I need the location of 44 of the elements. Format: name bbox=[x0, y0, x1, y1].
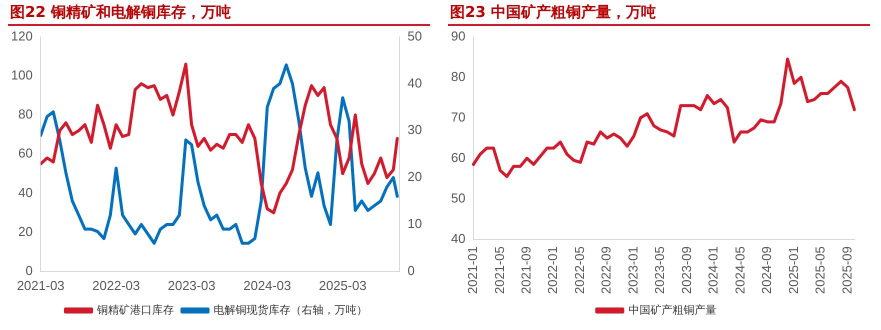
x-tick-label: 2025-01 bbox=[786, 246, 801, 294]
y-tick-label: 80 bbox=[18, 106, 33, 122]
x-tick-label: 2025-05 bbox=[812, 246, 828, 294]
y-tick-label: 80 bbox=[450, 68, 466, 84]
legend-label: 中国矿产粗铜产量 bbox=[628, 303, 716, 316]
x-tick-label: 2025-09 bbox=[839, 246, 854, 294]
y2-tick-label: 30 bbox=[408, 122, 422, 138]
y2-tick-label: 20 bbox=[408, 169, 422, 184]
x-tick-label: 2025-03 bbox=[318, 278, 367, 293]
y2-tick-label: 50 bbox=[408, 28, 422, 44]
x-tick-label: 2024-05 bbox=[732, 246, 748, 294]
chart-title: 图22 铜精矿和电解铜库存，万吨 bbox=[8, 0, 430, 26]
legend-label: 电解铜现货库存（右轴，万吨） bbox=[214, 303, 368, 316]
x-tick-label: 2022-09 bbox=[598, 246, 614, 294]
y-tick-label: 90 bbox=[450, 28, 466, 44]
y-tick-label: 120 bbox=[10, 28, 33, 44]
y-tick-label: 70 bbox=[450, 109, 466, 124]
y-tick-label: 60 bbox=[18, 146, 33, 161]
y-tick-label: 60 bbox=[450, 150, 466, 165]
y-tick-label: 0 bbox=[25, 262, 33, 278]
x-tick-label: 2021-03 bbox=[16, 278, 65, 293]
x-tick-label: 2023-09 bbox=[678, 246, 694, 294]
legend-label: 铜精矿港口库存 bbox=[96, 303, 174, 316]
y-tick-label: 100 bbox=[10, 67, 33, 82]
x-tick-label: 2022-01 bbox=[545, 246, 560, 294]
y-tick-label: 20 bbox=[18, 224, 33, 239]
x-tick-label: 2022-05 bbox=[572, 246, 587, 294]
y2-tick-label: 0 bbox=[408, 262, 415, 278]
x-tick-label: 2021-09 bbox=[518, 246, 534, 294]
x-tick-label: 2021-05 bbox=[492, 246, 507, 294]
x-tick-label: 2023-05 bbox=[652, 246, 668, 294]
x-tick-label: 2021-01 bbox=[465, 246, 480, 294]
x-tick-label: 2023-01 bbox=[625, 246, 640, 294]
x-tick-label: 2024-03 bbox=[243, 278, 292, 293]
y2-tick-label: 10 bbox=[408, 216, 422, 232]
y-tick-label: 40 bbox=[18, 184, 33, 200]
y-tick-label: 50 bbox=[450, 190, 466, 206]
y2-tick-label: 40 bbox=[408, 75, 422, 90]
x-tick-label: 2022-03 bbox=[92, 278, 140, 293]
x-tick-label: 2024-01 bbox=[706, 246, 721, 294]
chart-title: 图23 中国矿产粗铜产量，万吨 bbox=[448, 0, 870, 26]
y-tick-label: 40 bbox=[450, 230, 466, 246]
x-tick-label: 2023-03 bbox=[168, 278, 216, 293]
x-tick-label: 2024-09 bbox=[759, 246, 774, 294]
